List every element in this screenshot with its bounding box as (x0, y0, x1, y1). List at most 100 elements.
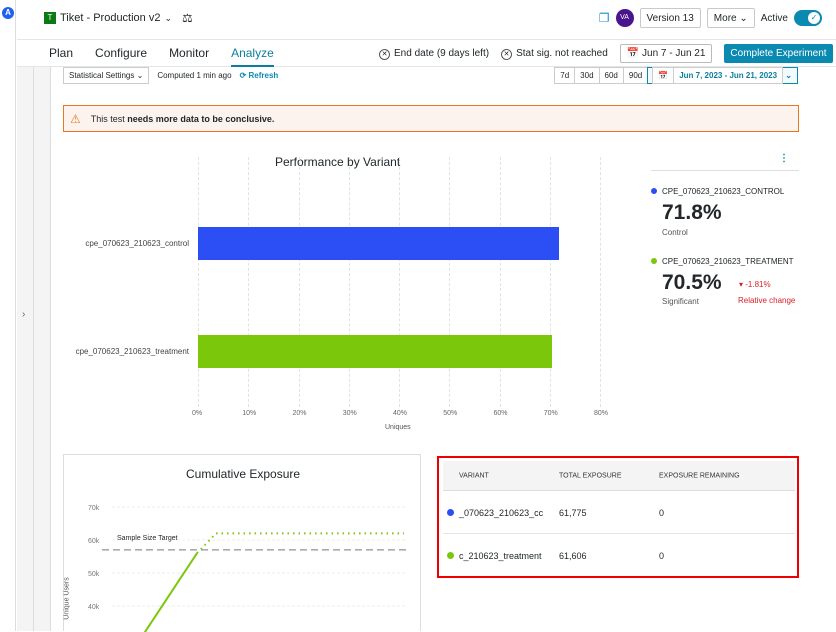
legend-control: CPE_070623_210623_CONTROL (651, 187, 784, 196)
calendar-icon: 📅 (626, 48, 640, 59)
sample-size-target-label: Sample Size Target (116, 535, 179, 542)
bar-control[interactable] (198, 227, 559, 260)
cumulative-title: Cumulative Exposure (186, 467, 301, 481)
relative-change-text: -1.81% (745, 280, 771, 289)
avatar[interactable]: VA (615, 9, 634, 27)
collapse-sidebar[interactable]: › (17, 67, 34, 631)
header-exposure-remaining[interactable]: EXPOSURE REMAINING (659, 472, 740, 479)
caret-down-icon: ▾ (739, 280, 744, 289)
project-initial: T (44, 12, 56, 24)
refresh-button[interactable]: ⟳ Refresh (240, 71, 279, 80)
content-area: › Statistical Settings ⌄ Computed 1 min … (17, 67, 836, 632)
stat-sig-status: ✕ Stat sig. not reached (501, 48, 608, 60)
computed-text: Computed 1 min ago (157, 71, 232, 80)
amplitude-logo-icon[interactable]: A (2, 7, 14, 19)
project-selector[interactable]: T Tiket - Production v2 ⌄ ⚖ (44, 11, 193, 25)
grid-line (298, 157, 300, 407)
x-tick-label: 20% (292, 410, 307, 417)
date-range-picker[interactable]: 📅 Jun 7, 2023 - Jun 21, 2023 ⌄ (647, 67, 798, 84)
warning-bold: needs more data to be conclusive. (127, 113, 275, 124)
x-tick-label: 30% (342, 410, 357, 417)
version-button[interactable]: Version 13 (639, 8, 701, 28)
range-30d[interactable]: 30d (574, 67, 600, 84)
legend-treatment: CPE_070623_210623_TREATMENT (651, 257, 793, 266)
y-tick-label: 50k (88, 571, 100, 578)
active-toggle[interactable]: ✓ (794, 10, 822, 26)
chevron-right-icon: › (22, 309, 26, 320)
date-range-picker-text: Jun 7, 2023 - Jun 21, 2023 (673, 67, 784, 84)
table-row: c_210623_treatment 61,606 0 (443, 535, 795, 577)
table-header: VARIANT TOTAL EXPOSURE EXPOSURE REMAININ… (443, 461, 795, 491)
variant-cell: c_210623_treatment (447, 551, 542, 561)
x-axis-title: Uniques (385, 424, 411, 431)
grid-line (248, 157, 250, 407)
control-name: CPE_070623_210623_CONTROL (662, 187, 785, 196)
close-circle-icon: ✕ (501, 48, 513, 60)
complete-experiment-button[interactable]: Complete Experiment (724, 44, 833, 63)
overflow-menu-icon[interactable]: ⋮ (779, 153, 789, 164)
chevron-down-icon: ⌄ (164, 12, 173, 23)
x-tick-label: 70% (543, 410, 558, 417)
divider (651, 170, 799, 171)
header-variant[interactable]: VARIANT (459, 472, 489, 479)
end-date-status: ✕ End date (9 days left) (379, 48, 489, 60)
exposure-table: VARIANT TOTAL EXPOSURE EXPOSURE REMAININ… (437, 456, 799, 578)
grid-line (198, 157, 199, 407)
header-total-exposure[interactable]: TOTAL EXPOSURE (559, 472, 622, 479)
total-exposure-cell: 61,606 (559, 551, 587, 561)
bar-category-label: cpe_070623_210623_treatment (75, 347, 189, 356)
range-90d[interactable]: 90d (622, 67, 649, 84)
tab-analyze[interactable]: Analyze (231, 46, 274, 67)
bar-treatment[interactable] (198, 335, 553, 368)
grid-line (600, 157, 601, 407)
relative-change-value: ▾ -1.81% (739, 280, 771, 289)
statistical-settings-dropdown[interactable]: Statistical Settings ⌄ (63, 67, 150, 84)
date-range-text: Jun 7 - Jun 21 (642, 48, 706, 59)
cumulative-exposure-card: Cumulative Exposure 70k60k50k40k30k Samp… (63, 454, 421, 632)
bar-category-label: cpe_070623_210623_control (85, 239, 189, 248)
x-tick-label: 60% (493, 410, 508, 417)
top-bar: T Tiket - Production v2 ⌄ ⚖ ❐ VA Version… (17, 0, 836, 40)
refresh-icon: ⟳ (239, 71, 247, 80)
treatment-dot (447, 552, 454, 559)
tab-monitor[interactable]: Monitor (169, 46, 210, 60)
date-range-button[interactable]: 📅 Jun 7 - Jun 21 (619, 44, 713, 63)
x-tick-label: 10% (242, 410, 257, 417)
refresh-label: Refresh (248, 71, 279, 80)
range-60d[interactable]: 60d (598, 67, 624, 84)
end-date-text: End date (9 days left) (394, 47, 490, 59)
tab-plan[interactable]: Plan (49, 46, 74, 60)
more-label: More (713, 13, 737, 24)
warning-icon: ⚠ (70, 111, 81, 126)
exposure-remaining-cell: 0 (659, 507, 665, 518)
y-tick-label: 40k (88, 604, 100, 611)
control-label: Control (662, 228, 688, 237)
analysis-panel: Statistical Settings ⌄ Computed 1 min ag… (50, 67, 836, 632)
tab-configure[interactable]: Configure (95, 46, 148, 60)
calendar-icon: 📅 (652, 67, 675, 84)
x-tick-label: 40% (393, 410, 408, 417)
more-button[interactable]: More ⌄ (706, 8, 755, 28)
treatment-value: 70.5% (662, 271, 722, 294)
nav-bar: Plan Configure Monitor Analyze ✕ End date… (17, 40, 836, 67)
y-axis-title: Unique Users (63, 577, 71, 620)
variant-name: _070623_210623_cc (459, 507, 544, 518)
copy-icon[interactable]: ❐ (598, 11, 610, 25)
left-rail: A (0, 0, 16, 631)
treatment-dot (651, 258, 657, 264)
active-label: Active (760, 12, 788, 24)
grid-line (449, 157, 451, 407)
close-circle-icon: ✕ (379, 48, 390, 60)
performance-title: Performance by Variant (275, 155, 401, 169)
flask-icon[interactable]: ⚖ (182, 11, 193, 25)
grid-line (348, 157, 350, 407)
y-tick-label: 70k (88, 505, 100, 512)
range-7d[interactable]: 7d (554, 67, 576, 84)
x-tick-label: 50% (443, 410, 458, 417)
treatment-name: CPE_070623_210623_TREATMENT (662, 257, 794, 266)
stat-sig-text: Stat sig. not reached (516, 47, 608, 59)
warning-banner: ⚠ This test needs more data to be conclu… (63, 105, 799, 132)
grid-line (499, 157, 501, 407)
control-dot (447, 508, 454, 516)
exposure-remaining-cell: 0 (659, 551, 665, 561)
